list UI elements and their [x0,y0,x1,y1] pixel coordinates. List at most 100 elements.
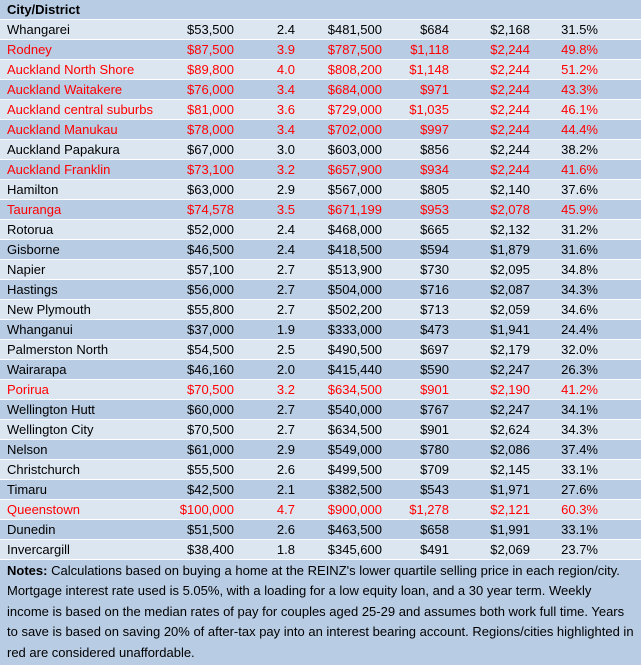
income: $55,500 [187,462,234,477]
income: $81,000 [187,102,234,117]
share-of-income: 43.3% [561,82,598,97]
table-row: Dunedin $51,500 2.6 $463,500 $658 $1,991 33.1% [0,520,641,540]
years-to-save: 2.6 [276,462,295,477]
weekly-mortgage: $934 [420,162,449,177]
city: Christchurch [7,462,80,477]
weekly-mortgage: $730 [420,262,449,277]
income: $87,500 [187,42,234,57]
weekly-mortgage: $594 [420,242,449,257]
income: $73,100 [187,162,234,177]
weekly-income: $1,991 [490,522,530,537]
house-price: $634,500 [327,382,382,397]
weekly-mortgage: $856 [420,142,449,157]
weekly-mortgage: $543 [420,482,449,497]
income: $78,000 [187,122,234,137]
city: Timaru [7,482,47,497]
house-price: $900,000 [327,502,382,517]
years-to-save: 2.7 [276,422,295,437]
share-of-income: 44.4% [561,122,598,137]
share-of-income: 60.3% [561,502,598,517]
house-price: $567,000 [327,182,382,197]
table-row: Palmerston North $54,500 2.5 $490,500 $697 $2… [0,340,641,360]
income: $70,500 [187,382,234,397]
table-row: Auckland Waitakere $76,000 3.4 $684,000 $971… [0,80,641,100]
table-row: Auckland North Shore $89,800 4.0 $808,200 $1… [0,60,641,80]
weekly-income: $1,971 [490,482,530,497]
years-to-save: 2.1 [276,482,295,497]
city: Nelson [7,442,48,457]
years-to-save: 2.4 [276,222,295,237]
weekly-income: $2,624 [490,422,530,437]
table-row: Queenstown $100,000 4.7 $900,000 $1,278 $2,12… [0,500,641,520]
notes-label: Notes: [7,563,48,578]
years-to-save: 2.9 [276,182,295,197]
header-row: City/District [0,0,641,20]
house-price: $415,440 [327,362,382,377]
city: Hamilton [7,182,59,197]
years-to-save: 2.7 [276,302,295,317]
share-of-income: 45.9% [561,202,598,217]
table-row: Auckland central suburbs $81,000 3.6 $729,0… [0,100,641,120]
house-price: $808,200 [327,62,382,77]
share-of-income: 41.2% [561,382,598,397]
weekly-mortgage: $491 [420,542,449,557]
weekly-income: $2,244 [490,42,530,57]
house-price: $418,500 [327,242,382,257]
table-row: Rodney $87,500 3.9 $787,500 $1,118 $2,244 49.8… [0,40,641,60]
share-of-income: 31.5% [561,22,598,37]
header-title: City/District [7,2,80,17]
income: $37,000 [187,322,234,337]
weekly-income: $2,132 [490,222,530,237]
years-to-save: 3.9 [276,42,295,57]
table-row: Auckland Manukau $78,000 3.4 $702,000 $997 $2… [0,120,641,140]
years-to-save: 2.9 [276,442,295,457]
share-of-income: 24.4% [561,322,598,337]
city: New Plymouth [7,302,91,317]
weekly-mortgage: $697 [420,342,449,357]
city: Auckland Papakura [7,142,120,157]
house-price: $463,500 [327,522,382,537]
income: $46,160 [187,362,234,377]
years-to-save: 2.7 [276,282,295,297]
city: Dunedin [7,522,56,537]
years-to-save: 3.2 [276,382,295,397]
years-to-save: 2.0 [276,362,295,377]
house-price: $513,900 [327,262,382,277]
years-to-save: 4.7 [276,502,295,517]
city: Wellington City [7,422,94,437]
share-of-income: 31.6% [561,242,598,257]
house-price: $382,500 [327,482,382,497]
table-row: Hastings $56,000 2.7 $504,000 $716 $2,087 34.3… [0,280,641,300]
table-row: Whangarei $53,500 2.4 $481,500 $684 $2,168 31.… [0,20,641,40]
share-of-income: 26.3% [561,362,598,377]
house-price: $657,900 [327,162,382,177]
weekly-mortgage: $713 [420,302,449,317]
city: Auckland Franklin [7,162,111,177]
weekly-income: $2,244 [490,102,530,117]
weekly-income: $2,179 [490,342,530,357]
share-of-income: 51.2% [561,62,598,77]
weekly-income: $2,145 [490,462,530,477]
share-of-income: 34.3% [561,282,598,297]
weekly-mortgage: $953 [420,202,449,217]
house-price: $502,200 [327,302,382,317]
city: Auckland central suburbs [7,102,153,117]
weekly-income: $2,078 [490,202,530,217]
weekly-mortgage: $1,118 [410,42,449,57]
city: Whanganui [7,322,73,337]
income: $57,100 [187,262,234,277]
table-row: Porirua $70,500 3.2 $634,500 $901 $2,190 41.2% [0,380,641,400]
table-row: Christchurch $55,500 2.6 $499,500 $709 $2,145… [0,460,641,480]
city: Hastings [7,282,58,297]
income: $61,000 [187,442,234,457]
income: $54,500 [187,342,234,357]
years-to-save: 2.4 [276,22,295,37]
weekly-income: $2,069 [490,542,530,557]
house-price: $702,000 [327,122,382,137]
city: Rotorua [7,222,54,237]
income: $51,500 [187,522,234,537]
weekly-income: $2,190 [490,382,530,397]
years-to-save: 1.9 [276,322,295,337]
house-price: $345,600 [327,542,382,557]
table-row: Whanganui $37,000 1.9 $333,000 $473 $1,941 24.… [0,320,641,340]
